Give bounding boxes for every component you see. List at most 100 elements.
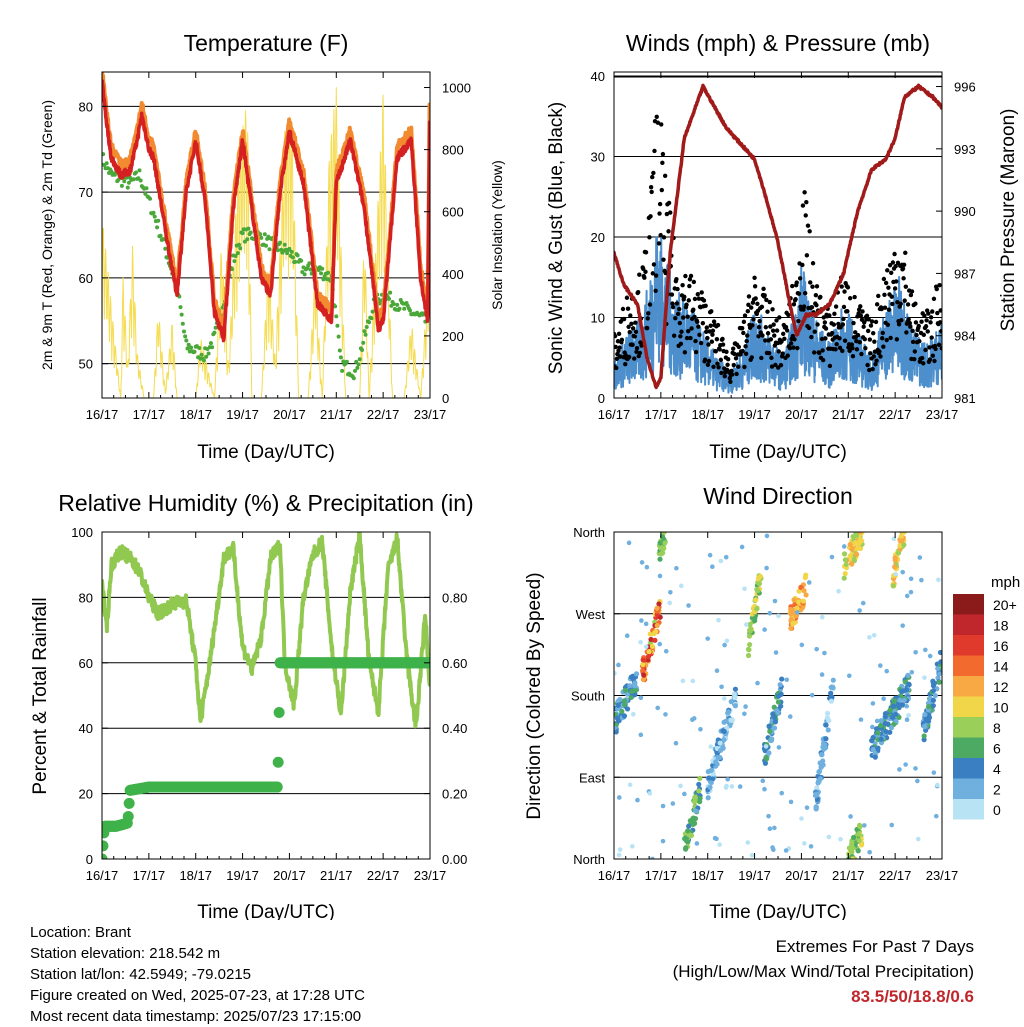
gust-point	[866, 317, 871, 322]
direction-point	[708, 744, 714, 749]
gust-point	[785, 353, 790, 358]
direction-point	[663, 712, 668, 717]
gust-point	[644, 325, 650, 331]
gust-point	[865, 362, 870, 368]
gust-point	[931, 296, 937, 301]
gust-point	[790, 333, 796, 339]
dewpoint-point	[333, 304, 338, 309]
gust-point	[768, 337, 774, 342]
direction-point	[841, 551, 848, 557]
gust-point	[910, 328, 915, 334]
gust-point	[684, 335, 690, 341]
direction-point	[619, 708, 625, 714]
gust-point	[630, 326, 636, 331]
legend-label: 8	[993, 720, 1001, 736]
gust-point	[808, 280, 813, 285]
direction-point	[737, 784, 743, 789]
gust-point	[892, 286, 898, 291]
y-tick-label: 40	[591, 69, 605, 84]
gust-point	[809, 305, 815, 310]
gust-point	[688, 335, 693, 341]
direction-point	[875, 730, 881, 736]
direction-point	[698, 726, 703, 732]
gust-point	[839, 284, 844, 289]
y-tick-label: 70	[79, 185, 93, 200]
direction-point	[890, 583, 896, 589]
gust-point	[930, 309, 935, 314]
gust-point	[871, 330, 876, 336]
direction-point	[745, 646, 752, 652]
direction-point	[776, 745, 782, 750]
dewpoint-point	[155, 225, 160, 230]
gust-point	[894, 337, 900, 342]
dewpoint-point	[210, 345, 215, 350]
direction-point	[767, 728, 773, 734]
direction-point	[772, 825, 777, 831]
direction-point	[719, 684, 724, 690]
gust-point	[813, 293, 819, 298]
gust-point	[733, 356, 739, 361]
gust-point	[744, 338, 749, 344]
gust-point	[881, 276, 887, 282]
gust-point	[818, 294, 823, 300]
direction-point	[838, 836, 843, 842]
legend-label: 6	[993, 741, 1001, 757]
dewpoint-point	[185, 346, 190, 351]
direction-point	[867, 849, 872, 855]
direction-point	[746, 633, 753, 639]
dewpoint-point	[299, 258, 304, 263]
gust-point	[894, 279, 899, 284]
dewpoint-point	[295, 253, 300, 258]
dewpoint-point	[369, 316, 374, 321]
gust-point	[652, 148, 657, 154]
direction-point	[644, 564, 650, 570]
dewpoint-point	[248, 230, 253, 235]
legend-swatch	[953, 635, 984, 656]
gust-point	[621, 316, 627, 322]
dewpoint-point	[180, 321, 185, 326]
direction-point	[771, 725, 778, 731]
direction-point	[640, 668, 646, 674]
speed-legend: mph 20+ 18 16 14 12 10 8 6 4 2 0	[953, 574, 1020, 820]
dewpoint-point	[338, 355, 343, 360]
gust-point	[821, 315, 826, 320]
legend-label: 14	[993, 659, 1009, 675]
y-tick-label: 0	[86, 852, 93, 867]
legend-label: 10	[993, 700, 1009, 716]
gust-point	[616, 331, 622, 336]
direction-point	[641, 672, 647, 678]
direction-point	[717, 842, 722, 847]
legend-swatch	[953, 676, 984, 697]
gust-point	[731, 346, 736, 351]
direction-point	[654, 622, 660, 629]
direction-point	[803, 592, 809, 598]
direction-point	[640, 657, 646, 663]
dewpoint-point	[143, 191, 148, 196]
gust-point	[626, 324, 631, 330]
direction-point	[855, 848, 861, 854]
gust-point	[868, 323, 874, 328]
gust-point	[780, 351, 785, 356]
gust-point	[881, 344, 886, 349]
gust-point	[784, 328, 790, 333]
dewpoint-point	[275, 248, 280, 253]
gust-point	[764, 297, 769, 303]
direction-point	[773, 650, 779, 655]
pressure-line	[614, 83, 942, 390]
direction-point	[848, 814, 853, 819]
y-tick-label: 40	[79, 721, 93, 736]
direction-point	[680, 678, 686, 684]
dewpoint-point	[152, 214, 157, 219]
direction-point	[790, 621, 796, 627]
direction-point	[674, 565, 679, 571]
gust-point	[695, 319, 700, 325]
gust-point	[630, 342, 635, 347]
gust-point	[862, 336, 867, 342]
direction-point	[892, 557, 898, 563]
gust-point	[661, 235, 667, 240]
gust-point	[782, 336, 787, 341]
direction-point	[722, 642, 727, 648]
dewpoint-point	[307, 261, 312, 266]
y2-tick-label: 0.60	[442, 656, 467, 671]
gust-point	[688, 273, 694, 279]
